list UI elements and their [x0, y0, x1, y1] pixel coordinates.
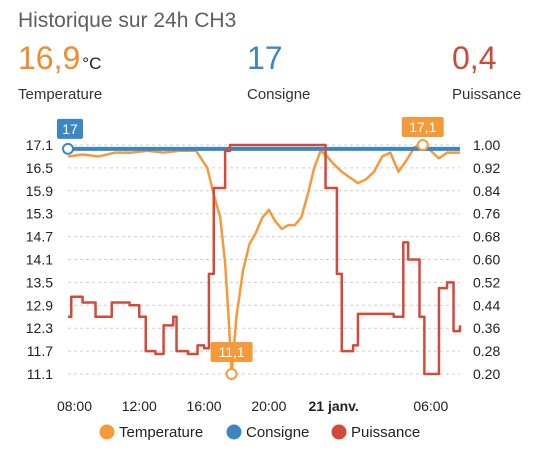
y-right-tick-label: 0.84	[473, 183, 500, 199]
puissance-label: Puissance	[452, 86, 522, 103]
y-left-tick-label: 11.1	[27, 366, 53, 382]
y-right-tick-label: 1.00	[473, 137, 500, 153]
y-right-tick-label: 0.36	[473, 320, 500, 336]
y-right-tick-label: 0.44	[473, 297, 500, 313]
y-left-tick-label: 14.1	[26, 252, 53, 268]
y-left-tick-label: 15.3	[26, 206, 53, 222]
puissance-stat: 0,4 Puissance	[452, 40, 521, 103]
y-left-tick-label: 13.5	[26, 274, 53, 290]
y-right-tick-label: 0.52	[473, 274, 500, 290]
series-line-puissance[interactable]	[68, 143, 462, 376]
legend-label[interactable]: Consigne	[246, 424, 309, 441]
y-left-tick-label: 17.1	[26, 137, 53, 153]
x-tick-label: 12:00	[122, 398, 157, 414]
annotation-point[interactable]	[62, 142, 74, 155]
legend-marker[interactable]	[226, 424, 242, 440]
temperature-label: Temperature	[18, 86, 103, 103]
temperature-unit: °C	[82, 54, 102, 73]
y-right-tick-label: 0.28	[473, 343, 500, 359]
series-line-temperature[interactable]	[67, 143, 460, 376]
annotation-point[interactable]	[225, 368, 238, 380]
y-left-tick-label: 14.7	[26, 229, 53, 245]
annotation-label: 17	[62, 121, 78, 137]
legend-marker[interactable]	[331, 424, 347, 440]
annotation-point[interactable]	[416, 139, 429, 151]
annotation-box	[401, 117, 444, 137]
consigne-label: Consigne	[247, 86, 311, 103]
x-tick-label: 20:00	[251, 398, 286, 414]
x-tick-label: 08:00	[57, 398, 92, 414]
temperature-stat: 16,9 °C Temperature	[18, 40, 102, 103]
puissance-value: 0,4	[452, 40, 497, 76]
legend-label[interactable]: Puissance	[351, 424, 420, 441]
annotation-box	[210, 342, 253, 362]
annotation-label: 11,1	[218, 344, 244, 360]
y-right-tick-label: 0.60	[473, 252, 500, 268]
consigne-value: 17	[247, 40, 283, 76]
temperature-value: 16,9	[18, 40, 81, 76]
x-tick-label: 06:00	[413, 398, 448, 414]
legend-marker[interactable]	[99, 424, 115, 440]
y-left-tick-label: 15.9	[26, 183, 53, 199]
legend-label[interactable]: Temperature	[119, 424, 203, 441]
y-right-tick-label: 0.20	[473, 366, 500, 382]
x-tick-label: 21 janv.	[308, 398, 358, 414]
card-title: Historique sur 24h CH3	[18, 9, 237, 32]
annotation-label: 17,1	[409, 119, 436, 135]
y-right-tick-label: 0.92	[473, 160, 500, 176]
y-left-tick-label: 12.3	[26, 320, 53, 336]
x-tick-label: 16:00	[187, 398, 222, 414]
y-left-tick-label: 11.7	[27, 343, 53, 359]
y-left-tick-label: 16.5	[26, 160, 53, 176]
consigne-stat: 17 Consigne	[247, 40, 310, 103]
y-right-tick-label: 0.76	[473, 206, 500, 222]
y-right-tick-label: 0.68	[473, 229, 500, 245]
y-left-tick-label: 12.9	[26, 297, 53, 313]
annotation-box	[57, 118, 83, 139]
